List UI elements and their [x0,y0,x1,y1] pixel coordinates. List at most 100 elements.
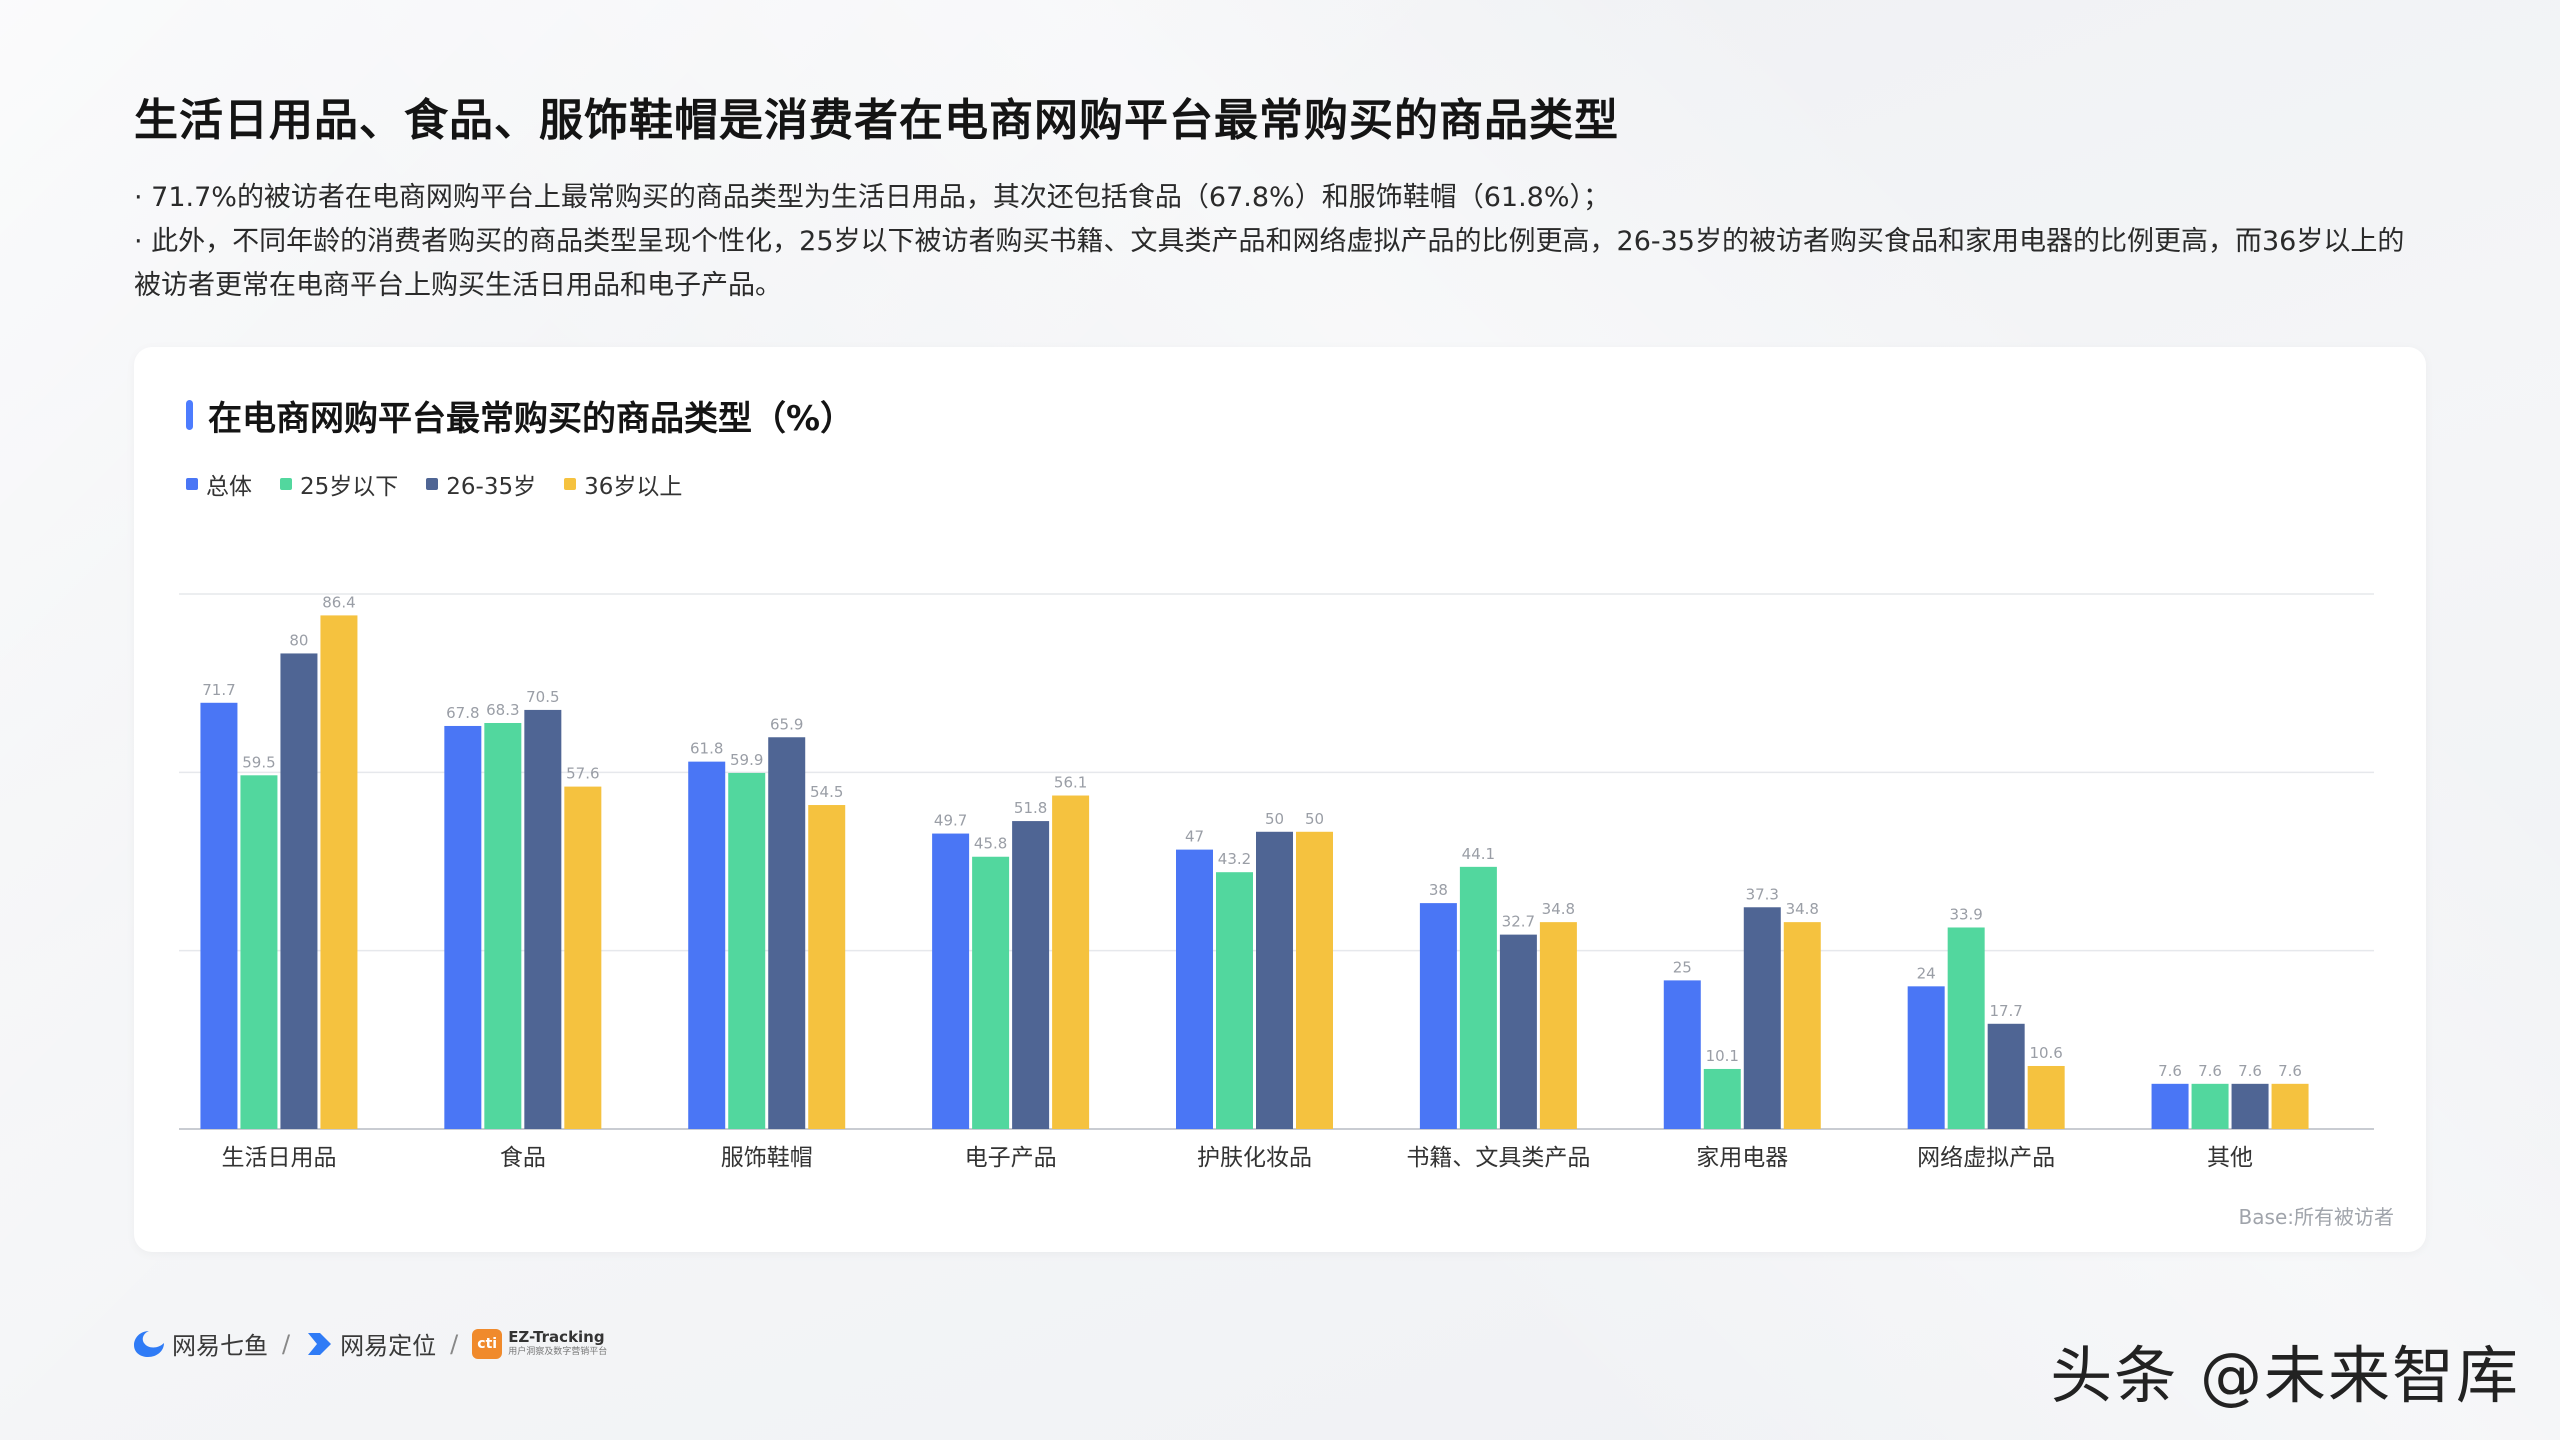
chart-title: 在电商网购平台最常购买的商品类型（%） [208,399,855,439]
data-label: 65.9 [770,715,803,733]
legend-item: 25岁以下 [280,467,398,501]
data-label: 32.7 [1502,913,1535,931]
bar [320,615,358,1129]
page-title: 生活日用品、食品、服饰鞋帽是消费者在电商网购平台最常购买的商品类型 [134,95,1619,146]
data-label: 50 [1305,810,1324,828]
bar [1296,831,1333,1129]
bar [1663,980,1701,1129]
x-tick-label: 网络虚拟产品 [1917,1145,2055,1171]
legend-item: 36岁以上 [564,467,682,501]
data-label: 86.4 [322,593,355,611]
data-label: 80 [289,631,308,649]
bar [240,775,278,1129]
bar [972,856,1010,1129]
data-label: 59.9 [730,751,763,769]
x-tick-label: 生活日用品 [221,1145,336,1171]
data-label: 10.6 [2029,1044,2062,1062]
bar [1499,934,1537,1129]
bar [1459,866,1497,1129]
data-label: 70.5 [526,688,559,706]
data-label: 7.6 [2278,1062,2302,1080]
logo-ez-tracking: cti EZ-Tracking 用户洞察及数字营销平台 [472,1328,607,1359]
base-note: Base:所有被访者 [2238,1205,2394,1229]
data-label: 50 [1265,810,1284,828]
data-label: 45.8 [974,835,1007,853]
qiyu-logo-icon [134,1330,164,1357]
bar [1703,1068,1741,1129]
data-label: 56.1 [1054,774,1087,792]
data-label: 71.7 [202,681,235,699]
bar [1987,1023,2025,1129]
data-label: 25 [1673,958,1692,976]
legend-label: 总体 [206,474,252,500]
data-label: 7.6 [2158,1062,2182,1080]
legend-label: 36岁以上 [584,474,683,500]
x-tick-label: 其他 [2207,1145,2253,1171]
bar [728,772,766,1129]
x-tick-label: 家用电器 [1696,1145,1788,1171]
data-label: 24 [1917,964,1936,982]
bar [1743,907,1781,1129]
bar-chart: 71.7 59.5 80 86.4 生活日用品 67.8 68.3 70.5 57.6 食品 61.… [179,593,2374,1171]
bar [524,709,562,1129]
legend-swatch [186,478,198,490]
legend-label: 26-35岁 [446,474,537,500]
separator: / [282,1329,291,1358]
chart-card: 在电商网购平台最常购买的商品类型（%） 总体 25岁以下 26-35岁 36岁以上 7… [134,347,2426,1252]
bar [280,653,318,1129]
data-label: 33.9 [1949,905,1982,923]
bar [1783,922,1821,1129]
bar [1052,795,1090,1129]
bar [484,722,522,1129]
bar [1216,872,1253,1129]
dingwei-logo-icon [308,1332,332,1355]
bar [200,702,238,1129]
data-label: 34.8 [1542,900,1575,918]
bar [2151,1083,2189,1129]
ez-tracking-text: EZ-Tracking [508,1328,605,1346]
bar [688,761,726,1129]
data-label: 38 [1429,881,1448,899]
data-label: 49.7 [934,812,967,830]
separator: / [450,1329,459,1358]
bar [1947,927,1985,1129]
bar [808,805,846,1129]
data-label: 7.6 [2198,1062,2222,1080]
bar [2231,1083,2269,1129]
x-tick-label: 书籍、文具类产品 [1406,1145,1590,1171]
bar [768,737,806,1129]
logo-dingwei: 网易定位 [304,1326,436,1361]
x-tick-label: 食品 [500,1145,546,1171]
data-label: 67.8 [446,704,479,722]
data-label: 54.5 [810,783,843,801]
x-tick-label: 护肤化妆品 [1197,1145,1312,1171]
data-label: 59.5 [242,753,275,771]
legend-item: 总体 [186,467,252,501]
chart-legend: 总体 25岁以下 26-35岁 36岁以上 [186,467,682,501]
bar [1539,922,1577,1129]
title-accent-bar [186,400,193,430]
legend-swatch [564,478,577,490]
description-line-1: · 71.7%的被访者在电商网购平台上最常购买的商品类型为生活日用品，其次还包括… [134,182,1610,213]
legend-item: 26-35岁 [426,467,536,501]
bar [1012,821,1050,1129]
description-line-2: · 此外，不同年龄的消费者购买的商品类型呈现个性化，25岁以下被访者购买书籍、文… [134,226,2405,301]
data-label: 68.3 [486,701,519,719]
logo-qiyu-text: 网易七鱼 [172,1332,268,1360]
bar [564,786,602,1129]
description: · 71.7%的被访者在电商网购平台上最常购买的商品类型为生活日用品，其次还包括… [134,176,2414,308]
data-label: 57.6 [566,765,599,783]
x-tick-label: 电子产品 [965,1145,1057,1171]
bar [2271,1083,2309,1129]
bar [932,833,970,1129]
data-label: 47 [1185,828,1204,846]
data-label: 44.1 [1462,845,1495,863]
bar [1176,849,1213,1129]
ez-tracking-mark-icon: cti [472,1328,503,1359]
legend-swatch [426,478,439,490]
data-label: 37.3 [1746,885,1779,903]
watermark: 头条 @未来智库 [2050,1339,2520,1412]
logo-qiyu: 网易七鱼 [132,1326,268,1361]
bar [2191,1083,2229,1129]
legend-swatch [280,478,292,490]
